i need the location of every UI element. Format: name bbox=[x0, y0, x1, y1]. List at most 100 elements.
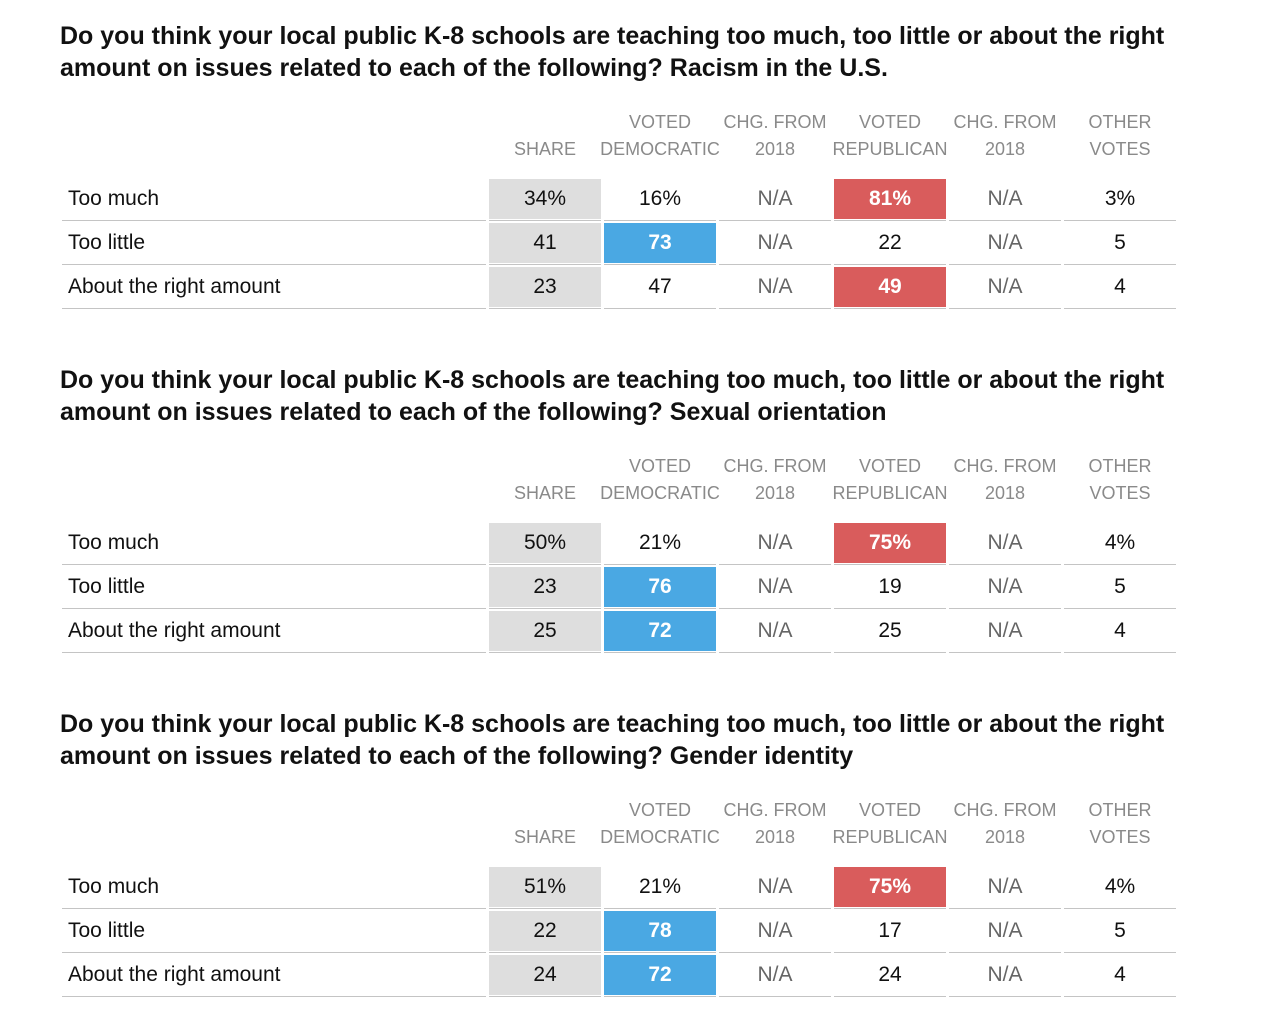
row-divider bbox=[834, 652, 946, 653]
row-divider bbox=[604, 908, 716, 909]
header-text: CHG. FROM bbox=[953, 800, 1057, 820]
row-divider bbox=[719, 652, 831, 653]
table-row: About the right amount 25 72 N/A 25 N/A 4 bbox=[0, 611, 1264, 653]
header-voted-republican: VOTED REPUBLICAN bbox=[826, 797, 954, 851]
row-divider bbox=[719, 996, 831, 997]
row-divider bbox=[1064, 308, 1176, 309]
table-row: Too little 22 78 N/A 17 N/A 5 bbox=[0, 911, 1264, 953]
row-divider bbox=[62, 220, 486, 221]
cell-chg-dem: N/A bbox=[757, 963, 793, 986]
row-divider bbox=[949, 608, 1061, 609]
row-divider bbox=[62, 652, 486, 653]
cell-other-votes: 4% bbox=[1104, 875, 1136, 898]
row-divider bbox=[834, 564, 946, 565]
row-divider bbox=[489, 220, 601, 221]
cell-voted-republican: 17 bbox=[878, 919, 902, 942]
row-divider bbox=[834, 952, 946, 953]
cell-voted-republican: 75% bbox=[834, 867, 946, 907]
header-text: VOTES bbox=[1089, 139, 1151, 159]
row-divider bbox=[489, 996, 601, 997]
header-text: DEMOCRATIC bbox=[600, 139, 720, 159]
question-title: Do you think your local public K-8 schoo… bbox=[60, 710, 1165, 770]
cell-other-votes: 5 bbox=[1114, 575, 1126, 598]
table-row: Too much 50% 21% N/A 75% N/A 4% bbox=[0, 523, 1264, 565]
cell-share: 34% bbox=[489, 179, 601, 219]
row-divider bbox=[949, 308, 1061, 309]
row-divider bbox=[1064, 908, 1176, 909]
row-divider bbox=[62, 908, 486, 909]
row-divider bbox=[949, 264, 1061, 265]
cell-share: 25 bbox=[489, 611, 601, 651]
header-text: VOTED bbox=[628, 456, 691, 476]
cell-share: 50% bbox=[489, 523, 601, 563]
cell-share: 23 bbox=[489, 567, 601, 607]
header-text: VOTED bbox=[858, 456, 921, 476]
row-divider bbox=[834, 608, 946, 609]
header-chg-from-2018-dem: CHG. FROM 2018 bbox=[711, 453, 839, 507]
table-row: About the right amount 23 47 N/A 49 N/A 4 bbox=[0, 267, 1264, 309]
cell-chg-dem: N/A bbox=[757, 187, 793, 210]
cell-chg-dem: N/A bbox=[757, 231, 793, 254]
question-title: Do you think your local public K-8 schoo… bbox=[60, 366, 1165, 426]
row-label: Too little bbox=[68, 575, 146, 598]
row-divider bbox=[719, 608, 831, 609]
cell-voted-democratic: 78 bbox=[604, 911, 716, 951]
row-divider bbox=[1064, 952, 1176, 953]
cell-voted-republican: 81% bbox=[834, 179, 946, 219]
cell-other-votes: 4% bbox=[1104, 531, 1136, 554]
row-divider bbox=[949, 220, 1061, 221]
header-text: OTHER bbox=[1088, 456, 1152, 476]
row-divider bbox=[604, 652, 716, 653]
header-chg-from-2018-rep: CHG. FROM 2018 bbox=[941, 109, 1069, 163]
header-voted-republican: VOTED REPUBLICAN bbox=[826, 453, 954, 507]
row-divider bbox=[604, 308, 716, 309]
cell-voted-democratic: 47 bbox=[648, 275, 672, 298]
header-text: CHG. FROM bbox=[723, 800, 827, 820]
header-text: DEMOCRATIC bbox=[600, 483, 720, 503]
header-text: CHG. FROM bbox=[723, 112, 827, 132]
cell-voted-republican: 22 bbox=[878, 231, 902, 254]
header-text: CHG. FROM bbox=[723, 456, 827, 476]
header-chg-from-2018-dem: CHG. FROM 2018 bbox=[711, 109, 839, 163]
cell-chg-dem: N/A bbox=[757, 531, 793, 554]
row-divider bbox=[489, 608, 601, 609]
cell-voted-democratic: 21% bbox=[638, 875, 682, 898]
cell-chg-rep: N/A bbox=[987, 231, 1023, 254]
table-row: About the right amount 24 72 N/A 24 N/A 4 bbox=[0, 955, 1264, 997]
cell-chg-dem: N/A bbox=[757, 275, 793, 298]
header-other-votes: OTHER VOTES bbox=[1056, 109, 1184, 163]
header-text: 2018 bbox=[984, 139, 1026, 159]
header-voted-democratic: VOTED DEMOCRATIC bbox=[596, 797, 724, 851]
table-row: Too little 41 73 N/A 22 N/A 5 bbox=[0, 223, 1264, 265]
row-divider bbox=[1064, 220, 1176, 221]
cell-other-votes: 4 bbox=[1114, 275, 1126, 298]
header-text: 2018 bbox=[984, 827, 1026, 847]
row-divider bbox=[949, 952, 1061, 953]
row-divider bbox=[489, 564, 601, 565]
row-divider bbox=[719, 564, 831, 565]
row-divider bbox=[62, 308, 486, 309]
header-text: OTHER bbox=[1088, 800, 1152, 820]
row-divider bbox=[62, 996, 486, 997]
row-label: Too much bbox=[68, 875, 160, 898]
cell-voted-democratic: 73 bbox=[604, 223, 716, 263]
row-divider bbox=[719, 908, 831, 909]
header-text: VOTED bbox=[858, 800, 921, 820]
row-divider bbox=[719, 952, 831, 953]
row-divider bbox=[834, 264, 946, 265]
row-divider bbox=[604, 996, 716, 997]
cell-chg-dem: N/A bbox=[757, 575, 793, 598]
cell-chg-rep: N/A bbox=[987, 875, 1023, 898]
cell-chg-rep: N/A bbox=[987, 963, 1023, 986]
header-voted-democratic: VOTED DEMOCRATIC bbox=[596, 453, 724, 507]
cell-chg-rep: N/A bbox=[987, 187, 1023, 210]
header-text: REPUBLICAN bbox=[832, 483, 948, 503]
row-divider bbox=[1064, 564, 1176, 565]
row-divider bbox=[604, 952, 716, 953]
header-share: SHARE bbox=[481, 797, 609, 851]
cell-chg-rep: N/A bbox=[987, 919, 1023, 942]
header-text: 2018 bbox=[984, 483, 1026, 503]
row-divider bbox=[489, 264, 601, 265]
table-row: Too little 23 76 N/A 19 N/A 5 bbox=[0, 567, 1264, 609]
header-voted-republican: VOTED REPUBLICAN bbox=[826, 109, 954, 163]
